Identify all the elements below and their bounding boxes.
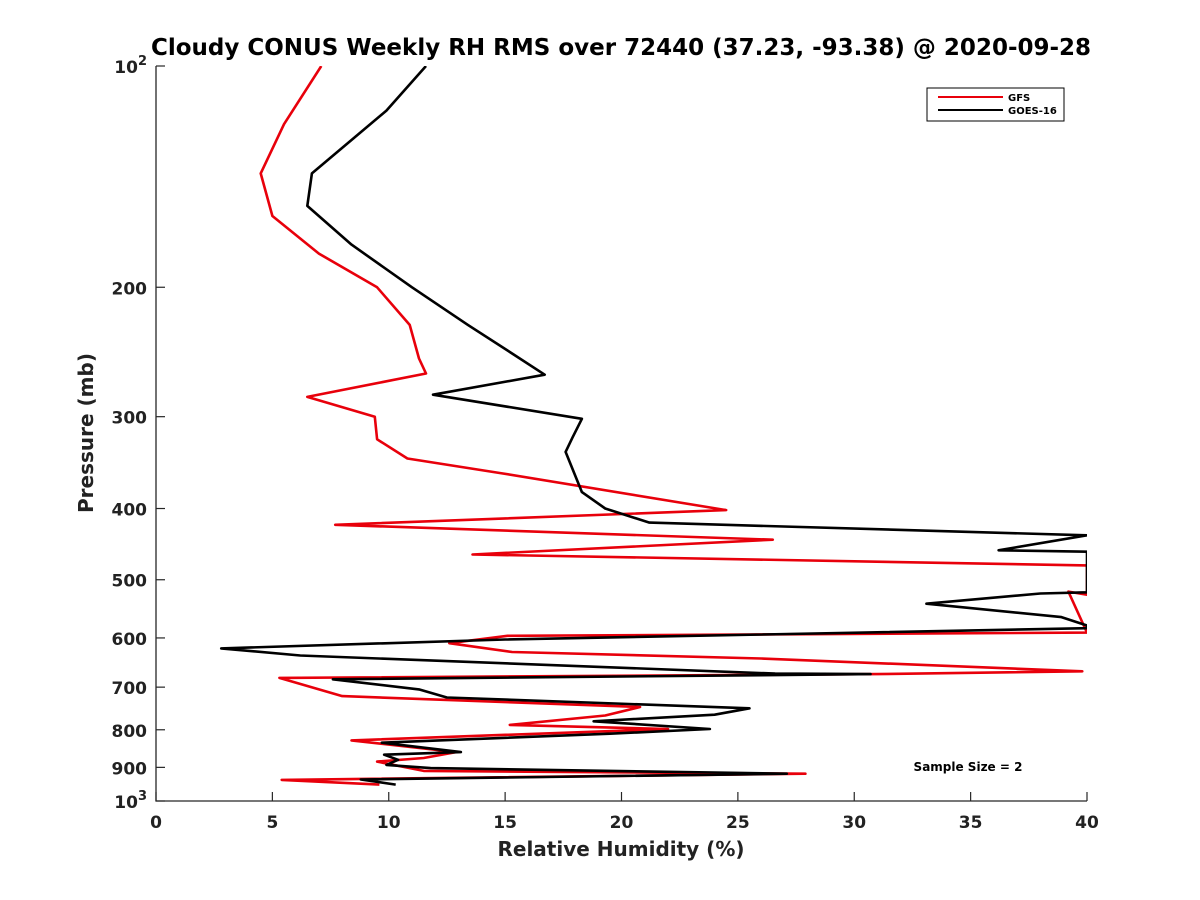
legend-label-goes16: GOES-16: [1008, 106, 1057, 117]
x-tick-label: 40: [1075, 813, 1099, 833]
x-tick-label: 35: [959, 813, 983, 833]
legend-box: [926, 87, 1065, 122]
y-tick-label: 300: [112, 409, 148, 429]
x-tick-label: 25: [726, 813, 750, 833]
y-tick-label: 800: [112, 722, 148, 742]
y-tick-label: 102: [114, 54, 147, 78]
x-tick-label: 10: [377, 813, 401, 833]
series-line-goes16: [219, 66, 1087, 786]
y-axis: 102 200 300 400 500 600 700 800 900 103: [112, 54, 165, 813]
y-tick-label: 103: [114, 789, 147, 813]
y-tick-label: 600: [112, 630, 148, 650]
x-axis: 0 5 10 15 20 25 30 35 40: [150, 792, 1099, 833]
series-group: [219, 66, 1087, 786]
series-line-gfs: [259, 66, 1087, 786]
legend: GFS GOES-16: [926, 87, 1065, 122]
x-tick-label: 5: [266, 813, 278, 833]
x-tick-label: 20: [610, 813, 634, 833]
x-tick-label: 30: [842, 813, 866, 833]
y-tick-label: 400: [112, 501, 148, 521]
legend-label-gfs: GFS: [1008, 93, 1030, 104]
x-tick-label: 0: [150, 813, 162, 833]
sample-size-annotation: Sample Size = 2: [914, 760, 1023, 774]
x-tick-label: 15: [493, 813, 517, 833]
chart-title: Cloudy CONUS Weekly RH RMS over 72440 (3…: [151, 35, 1091, 61]
y-tick-label: 500: [112, 572, 148, 592]
y-tick-label: 900: [112, 759, 148, 779]
y-axis-label: Pressure (mb): [74, 353, 98, 513]
y-tick-label: 700: [112, 679, 148, 699]
x-axis-label: Relative Humidity (%): [497, 837, 744, 861]
y-tick-label: 200: [112, 279, 148, 299]
